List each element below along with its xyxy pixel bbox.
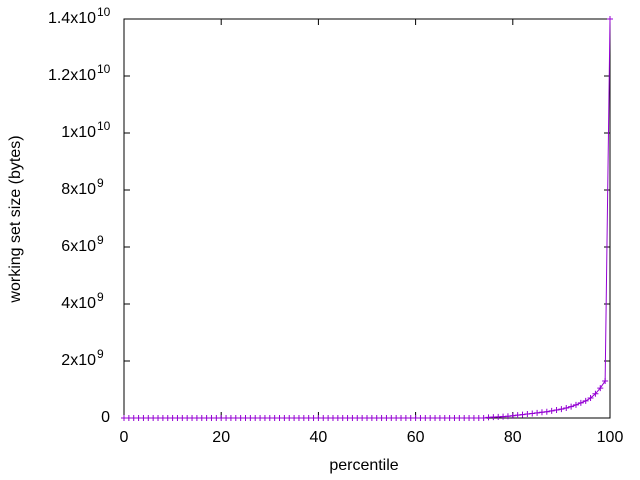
y-tick-label: 0 bbox=[101, 409, 110, 426]
data-point bbox=[529, 410, 536, 417]
y-tick-label: 1x10 bbox=[61, 124, 96, 141]
data-point bbox=[568, 403, 575, 410]
data-point bbox=[607, 16, 613, 22]
y-tick-exponent: 9 bbox=[97, 233, 104, 247]
data-point bbox=[509, 412, 516, 419]
data-point bbox=[504, 413, 511, 420]
y-tick-label: 1.2x10 bbox=[48, 67, 96, 84]
x-tick-label: 40 bbox=[310, 429, 328, 446]
x-tick-label: 80 bbox=[504, 429, 522, 446]
x-tick-label: 100 bbox=[597, 429, 624, 446]
y-tick-exponent: 9 bbox=[97, 347, 104, 361]
y-tick-label: 8x10 bbox=[61, 181, 96, 198]
y-axis-label: working set size (bytes) bbox=[7, 135, 24, 303]
data-point bbox=[587, 395, 594, 402]
data-line bbox=[124, 18, 611, 419]
data-point bbox=[553, 407, 560, 414]
y-tick-label: 6x10 bbox=[61, 238, 96, 255]
data-point bbox=[534, 409, 541, 416]
data-point bbox=[577, 399, 584, 406]
x-tick-label: 20 bbox=[212, 429, 230, 446]
data-point bbox=[602, 377, 609, 384]
y-tick-label: 2x10 bbox=[61, 352, 96, 369]
x-tick-label: 0 bbox=[120, 429, 129, 446]
y-tick-exponent: 10 bbox=[97, 62, 111, 76]
data-point bbox=[480, 415, 487, 421]
x-tick-label: 60 bbox=[407, 429, 425, 446]
y-tick-label: 1.4x10 bbox=[48, 10, 96, 27]
data-point bbox=[558, 406, 565, 413]
data-point bbox=[597, 385, 604, 392]
data-point bbox=[519, 411, 526, 418]
y-tick-label: 4x10 bbox=[61, 295, 96, 312]
data-point bbox=[582, 397, 589, 404]
y-tick-exponent: 10 bbox=[97, 5, 111, 19]
y-tick-exponent: 9 bbox=[97, 290, 104, 304]
data-point bbox=[572, 401, 579, 408]
data-point bbox=[543, 408, 550, 415]
data-point bbox=[524, 411, 531, 418]
data-point bbox=[548, 407, 555, 414]
y-tick-exponent: 10 bbox=[97, 119, 111, 133]
data-point bbox=[514, 412, 521, 419]
x-axis-label: percentile bbox=[329, 457, 398, 474]
y-tick-exponent: 9 bbox=[97, 176, 104, 190]
plot-frame bbox=[123, 18, 611, 419]
data-point bbox=[592, 390, 599, 397]
data-point bbox=[563, 405, 570, 412]
data-point bbox=[538, 409, 545, 416]
